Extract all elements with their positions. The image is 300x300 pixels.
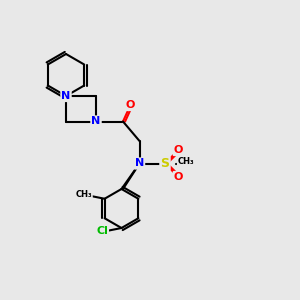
Text: S: S — [160, 157, 169, 170]
Text: CH₃: CH₃ — [75, 190, 92, 199]
Text: Cl: Cl — [96, 226, 108, 236]
Text: N: N — [61, 91, 70, 101]
Text: N: N — [92, 116, 100, 127]
Text: O: O — [126, 100, 135, 110]
Text: N: N — [135, 158, 144, 169]
Text: O: O — [174, 172, 183, 182]
Text: O: O — [174, 145, 183, 155]
Text: CH₃: CH₃ — [178, 158, 194, 166]
